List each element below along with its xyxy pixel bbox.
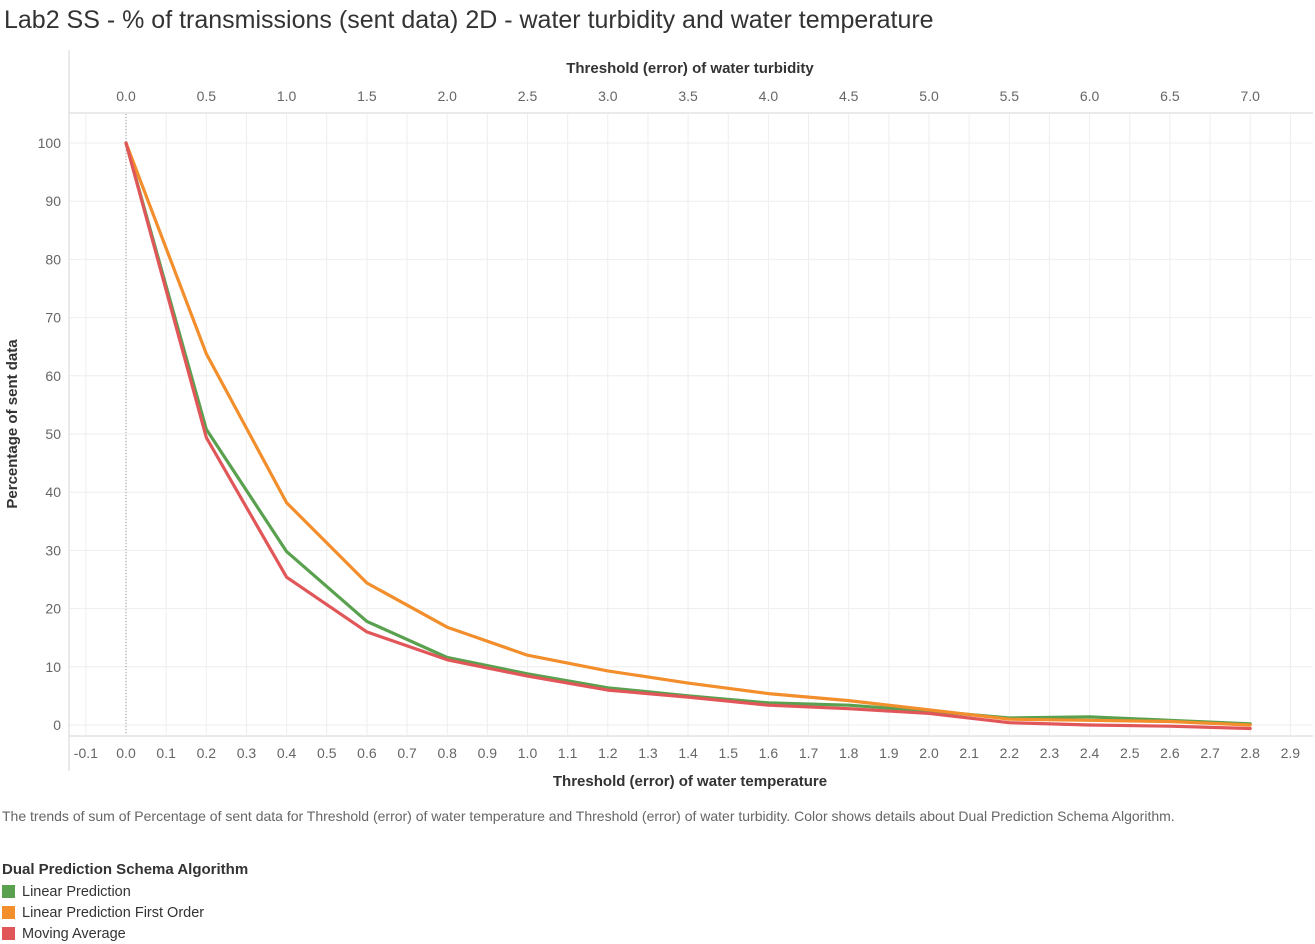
x-tick-label: 2.0	[919, 745, 939, 761]
x-tick-label: 1.4	[678, 745, 698, 761]
y-tick-label: 60	[45, 368, 61, 384]
line-chart: 0.0 0.5 1.0 1.5 2.0 2.5 3.0 3.5 4.0 4.5 5.0 5.5 6.0 6…	[4, 50, 1313, 790]
y-tick-label: 100	[38, 135, 62, 151]
top-axis-tick-label: 0.5	[197, 88, 217, 104]
y-tick-label: 70	[45, 310, 61, 326]
legend-swatch	[2, 885, 15, 898]
x-tick-label: 1.3	[638, 745, 658, 761]
x-tick-label: 0.5	[317, 745, 337, 761]
x-tick-label: 0.1	[156, 745, 176, 761]
chart-caption: The trends of sum of Percentage of sent …	[2, 808, 1175, 824]
legend-item-linear-prediction[interactable]: Linear Prediction	[2, 881, 248, 902]
top-axis-label: Threshold (error) of water turbidity	[566, 60, 814, 77]
x-tick-label: 0.2	[197, 745, 217, 761]
x-axis-ticks: -0.1 0.0 0.1 0.2 0.3 0.4 0.5 0.6 0.7 0.8 0.9 1.0 1.1…	[74, 745, 1301, 761]
y-tick-label: 0	[53, 717, 61, 733]
x-tick-label: 2.4	[1080, 745, 1100, 761]
legend-item-linear-prediction-first-order[interactable]: Linear Prediction First Order	[2, 902, 248, 923]
x-tick-label: 1.7	[799, 745, 819, 761]
axis-frame	[68, 50, 1313, 771]
x-axis-label: Threshold (error) of water temperature	[553, 773, 827, 790]
y-tick-label: 50	[45, 426, 61, 442]
x-tick-label: 2.2	[1000, 745, 1020, 761]
legend-item-moving-average[interactable]: Moving Average	[2, 923, 248, 944]
x-tick-label: 0.7	[397, 745, 417, 761]
y-tick-label: 10	[45, 659, 61, 675]
x-tick-label: 1.2	[598, 745, 618, 761]
top-axis-tick-label: 1.5	[357, 88, 377, 104]
x-tick-label: 0.4	[277, 745, 297, 761]
legend-label: Linear Prediction First Order	[22, 904, 205, 921]
x-tick-label: 2.1	[959, 745, 979, 761]
chart-title: Lab2 SS - % of transmissions (sent data)…	[4, 6, 934, 34]
x-tick-label: 0.3	[237, 745, 257, 761]
series-line-moving-average	[124, 141, 1252, 731]
x-tick-label: 2.5	[1120, 745, 1140, 761]
y-axis-ticks: 0 10 20 30 40 50 60 70 80 90 100	[38, 135, 62, 733]
x-tick-label: 0.9	[478, 745, 498, 761]
top-axis-tick-label: 6.5	[1160, 88, 1180, 104]
legend-swatch	[2, 906, 15, 919]
top-axis-tick-label: 4.5	[839, 88, 859, 104]
x-tick-label: 1.6	[759, 745, 779, 761]
top-axis-tick-label: 0.0	[116, 88, 136, 104]
x-tick-label: 1.5	[719, 745, 739, 761]
legend-label: Moving Average	[22, 925, 126, 942]
top-axis-tick-label: 2.0	[437, 88, 457, 104]
top-axis-tick-label: 2.5	[518, 88, 538, 104]
legend-label: Linear Prediction	[22, 883, 131, 900]
x-tick-label: 1.8	[839, 745, 859, 761]
y-axis-label: Percentage of sent data	[4, 339, 21, 509]
y-tick-label: 30	[45, 542, 61, 558]
x-tick-label: 1.0	[518, 745, 538, 761]
x-tick-label: -0.1	[74, 745, 98, 761]
series-layer	[124, 141, 1252, 731]
top-axis-tick-label: 3.0	[598, 88, 618, 104]
top-axis-tick-label: 7.0	[1240, 88, 1260, 104]
y-tick-label: 40	[45, 484, 61, 500]
top-axis-tick-label: 6.0	[1080, 88, 1100, 104]
x-tick-label: 2.3	[1040, 745, 1060, 761]
y-tick-label: 80	[45, 251, 61, 267]
legend: Dual Prediction Schema Algorithm Linear …	[2, 861, 248, 944]
x-tick-label: 2.9	[1281, 745, 1301, 761]
legend-title: Dual Prediction Schema Algorithm	[2, 861, 249, 878]
top-axis-tick-label: 4.0	[759, 88, 779, 104]
x-tick-label: 2.6	[1160, 745, 1180, 761]
x-tick-label: 0.6	[357, 745, 377, 761]
top-axis-tick-label: 1.0	[277, 88, 297, 104]
legend-swatch	[2, 927, 15, 940]
top-axis-ticks: 0.0 0.5 1.0 1.5 2.0 2.5 3.0 3.5 4.0 4.5 5.0 5.5 6.0 6…	[116, 88, 1260, 104]
x-tick-label: 0.0	[116, 745, 136, 761]
top-axis-tick-label: 5.0	[919, 88, 939, 104]
x-tick-label: 0.8	[437, 745, 457, 761]
x-tick-label: 2.7	[1200, 745, 1220, 761]
top-axis-tick-label: 5.5	[1000, 88, 1020, 104]
x-tick-label: 2.8	[1240, 745, 1260, 761]
grid-layer	[69, 114, 1313, 735]
top-axis-tick-label: 3.5	[678, 88, 698, 104]
x-tick-label: 1.1	[558, 745, 578, 761]
y-tick-label: 90	[45, 193, 61, 209]
x-tick-label: 1.9	[879, 745, 899, 761]
series-line-linear-prediction-first-order	[124, 141, 1252, 727]
y-tick-label: 20	[45, 601, 61, 617]
